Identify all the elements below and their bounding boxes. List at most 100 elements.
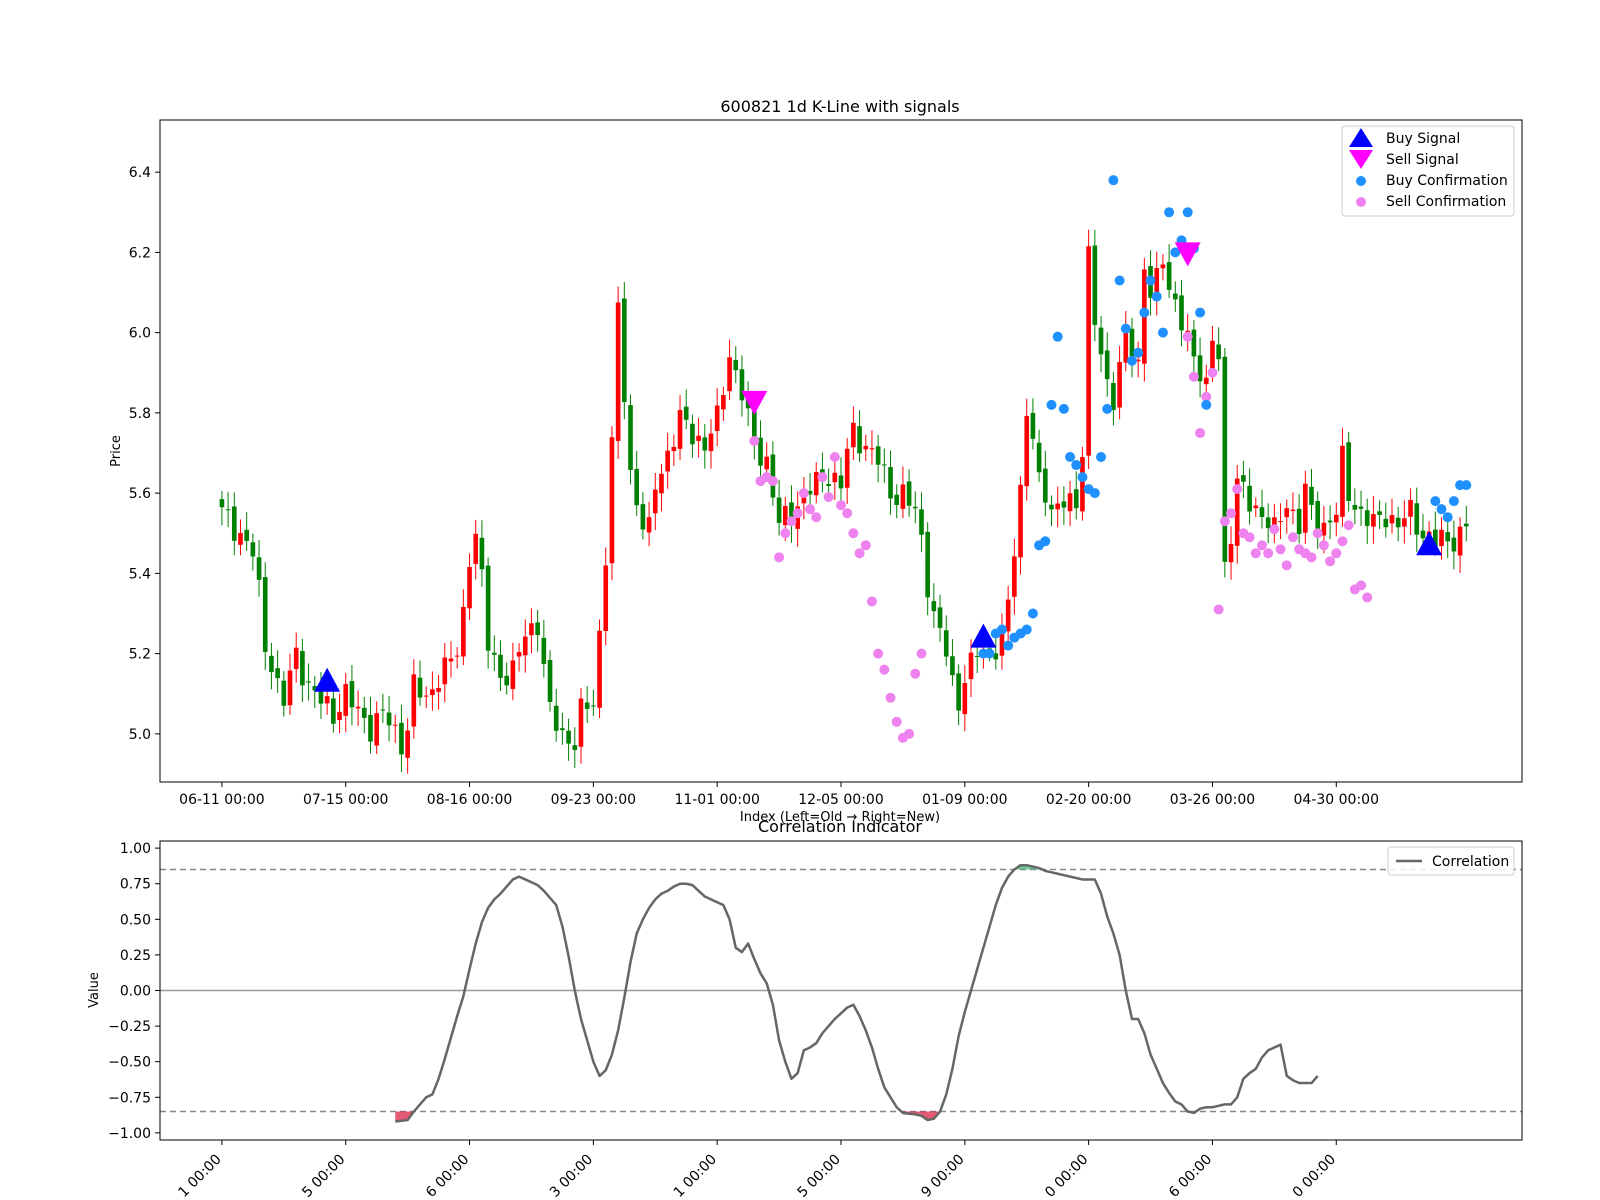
candle-body [1049, 504, 1054, 510]
candle-body [306, 681, 311, 683]
candle-body [448, 658, 454, 662]
sell-confirmation-point [1337, 536, 1348, 547]
sell-confirmation-point [1213, 604, 1224, 615]
candle-body [361, 707, 367, 718]
candle-body [875, 446, 881, 465]
sell-confirmation-point [767, 476, 778, 487]
candle-body [1086, 246, 1091, 456]
corr-ytick-label: 0.75 [120, 877, 151, 893]
candle-body [683, 406, 689, 420]
candle-body [1098, 327, 1104, 355]
candle-body [770, 454, 776, 498]
candle-body [943, 630, 949, 657]
sell-confirmation-point [860, 540, 871, 551]
sell-confirmation-point [786, 516, 797, 527]
buy-confirmation-point [1182, 207, 1193, 218]
buy-confirmation-point [984, 648, 995, 659]
candle-body [702, 437, 708, 451]
candle-body [615, 302, 621, 441]
candle-body [1327, 520, 1333, 523]
candle-body [925, 531, 930, 598]
candle-body [912, 506, 918, 509]
buy-confirmation-point [1157, 327, 1168, 338]
candle-body [1073, 489, 1079, 509]
buy-signal-marker [314, 667, 341, 692]
correlation-legend-box [1387, 846, 1515, 876]
price-axes: 5.0 5.2 5.4 5.6 5.8 6.0 6.2 6.4 06-11 00:00 07-15… [129, 165, 1379, 808]
candle-body [529, 623, 534, 636]
candle-body [1055, 503, 1061, 510]
buy-confirmation-point [1040, 536, 1051, 547]
sell-confirmation-point [916, 648, 927, 659]
candle-body [1309, 486, 1314, 505]
candle-body [1216, 344, 1221, 360]
sell-confirmation-point [774, 552, 785, 563]
sell-confirmation-point [805, 504, 816, 515]
price-ytick-label: 5.0 [129, 727, 151, 743]
price-chart-title: 600821 1d K-Line with signals [720, 97, 959, 116]
sell-confirmation-point [1306, 552, 1317, 563]
candle-body [690, 423, 695, 445]
price-xtick-label: 02-20 00:00 [1046, 792, 1131, 808]
candle-body [931, 601, 937, 612]
buy-signal-marker [970, 623, 997, 648]
candle-body [1111, 382, 1116, 411]
sell-confirmation-point [823, 492, 834, 503]
candle-body [603, 565, 609, 631]
correlation-plot-area: −1.00 −0.75 −0.50 −0.25 0.00 0.25 0.50 0.75 1.00… [108, 840, 1523, 1200]
candle-body [634, 468, 640, 506]
candle-body [591, 705, 596, 707]
candle-body [1321, 522, 1327, 536]
sell-confirmation-point [1318, 540, 1329, 551]
buy-confirmation-point [1139, 307, 1150, 318]
candle-body [584, 702, 590, 709]
buy-confirmation-point [1430, 496, 1441, 507]
candle-body [454, 655, 460, 657]
buy-confirmation-point [1021, 624, 1032, 635]
candle-body [231, 506, 237, 541]
correlation-axes: −1.00 −0.75 −0.50 −0.25 0.00 0.25 0.50 0.75 1.00… [108, 841, 1522, 1200]
corr-ytick-label: −0.25 [108, 1019, 151, 1035]
price-ytick-label: 5.4 [129, 566, 151, 582]
candle-body [727, 357, 732, 392]
candle-body [832, 472, 838, 483]
correlation-plot-frame [159, 840, 1523, 1141]
sell-confirmation-point [1207, 367, 1218, 378]
candle-body [1104, 350, 1110, 380]
price-xtick-label: 06-11 00:00 [179, 792, 264, 808]
sell-confirmation-point [836, 500, 846, 511]
sell-confirmation-point [910, 668, 921, 679]
sell-confirmation-point [1331, 548, 1342, 559]
sell-confirmation-point [891, 716, 902, 727]
candle-body [807, 490, 813, 495]
candle-body [504, 675, 510, 686]
candle-body [1290, 509, 1296, 511]
candle-body [937, 607, 943, 628]
candle-body [293, 647, 299, 669]
candle-body [436, 688, 441, 692]
sell-confirmation-point [1201, 391, 1212, 402]
buy-confirmation-point [1003, 640, 1014, 651]
candle-body [238, 532, 243, 545]
buy-confirmation-point [1096, 452, 1107, 463]
price-xtick-label: 04-30 00:00 [1294, 792, 1379, 808]
correlation-line [395, 863, 1319, 1123]
candle-body [714, 405, 720, 432]
sell-confirmation-point [1219, 516, 1230, 527]
corr-xtick-label: 6 00:00 [1166, 1152, 1215, 1200]
price-ytick-label: 5.2 [129, 647, 151, 663]
corr-fill-below [395, 1111, 414, 1122]
sell-confirmation-point [1188, 371, 1199, 382]
candle-body [1234, 478, 1240, 546]
candle-body [826, 484, 831, 486]
candle-body [1024, 416, 1030, 487]
candle-body [256, 557, 262, 580]
candle-body [993, 653, 999, 660]
candle-body [1284, 508, 1290, 518]
corr-xtick-label: 5 00:00 [795, 1152, 844, 1200]
price-xlabel: Index (Left=Old → Right=New) [740, 810, 940, 825]
candle-body [250, 542, 256, 557]
candle-body [1346, 442, 1351, 501]
buy-confirmation-point [1089, 488, 1100, 499]
price-ytick-label: 6.0 [129, 326, 151, 342]
